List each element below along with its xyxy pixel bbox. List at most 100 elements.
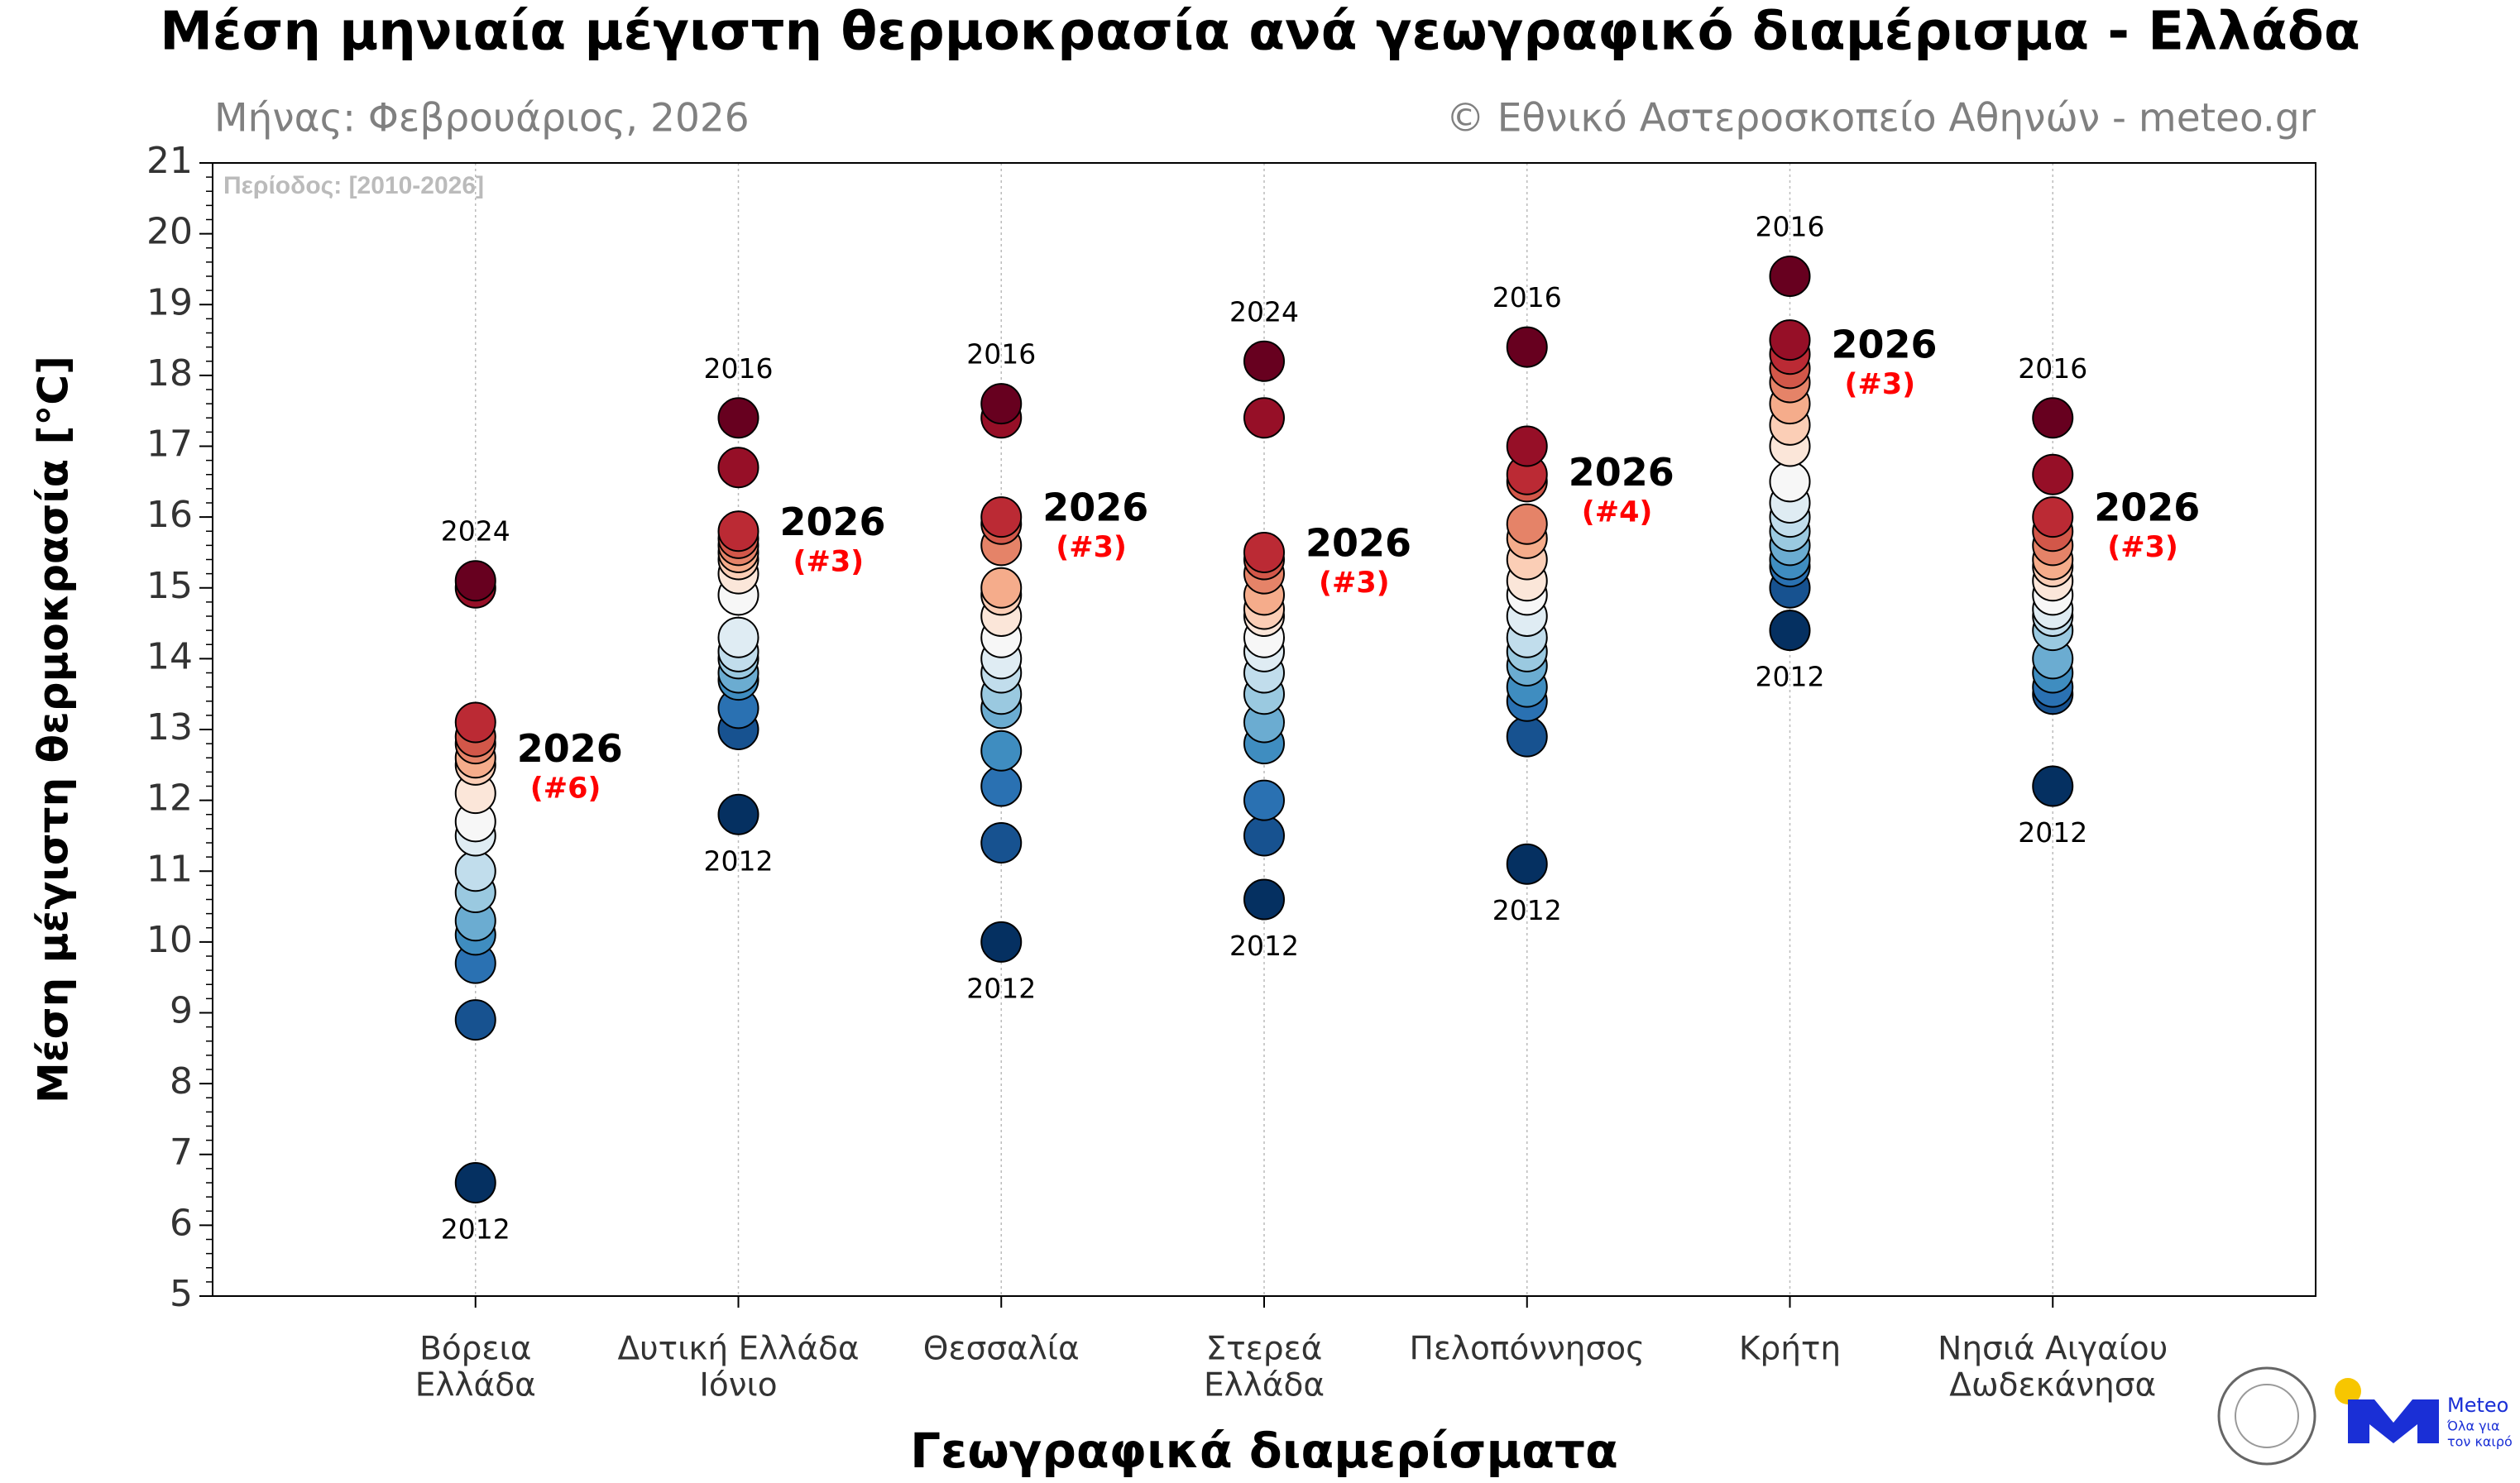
data-dot	[2032, 397, 2074, 439]
min-year-label: 2012	[1492, 894, 1562, 926]
y-tick-label: 19	[146, 281, 193, 323]
min-year-label: 2012	[1229, 930, 1299, 962]
x-tick-label: Βόρεια	[419, 1331, 531, 1368]
data-dot	[980, 496, 1023, 538]
max-year-label: 2016	[704, 352, 774, 385]
current-year-label: 2026	[1832, 323, 1938, 367]
data-dot	[1769, 610, 1811, 652]
y-tick-label: 6	[170, 1202, 193, 1244]
y-tick-label: 13	[146, 706, 193, 749]
current-rank-label: (#3)	[793, 545, 865, 578]
data-dot	[2032, 765, 2074, 807]
current-rank-label: (#3)	[2107, 531, 2178, 564]
y-tick-label: 17	[146, 423, 193, 466]
y-tick-label: 10	[146, 919, 193, 961]
seal-ring	[2217, 1366, 2316, 1466]
data-dot	[980, 921, 1023, 963]
data-dot	[1243, 815, 1285, 857]
min-year-label: 2012	[441, 1213, 510, 1246]
x-axis-title: Γεωγραφικά διαμερίσματα	[910, 1423, 1618, 1479]
x-tick-label: Ιόνιο	[699, 1367, 777, 1404]
data-dot	[2032, 496, 2074, 538]
x-tick-label: Ελλάδα	[1204, 1367, 1325, 1404]
subtitle: Μήνας: Φεβρουάριος, 2026	[214, 96, 750, 141]
data-dot	[1243, 878, 1285, 921]
y-tick-label: 18	[146, 352, 193, 395]
chart-title: Μέση μηνιαία μέγιστη θερμοκρασία ανά γεω…	[160, 2, 2360, 63]
credit: © Εθνικό Αστεροσκοπείο Αθηνών - meteo.gr	[1446, 96, 2316, 141]
y-tick-label: 15	[146, 565, 193, 607]
plot-frame	[212, 162, 2316, 1297]
data-dot	[1506, 843, 1548, 885]
data-dot	[717, 397, 759, 439]
data-dot	[1506, 503, 1548, 545]
data-dot	[980, 567, 1023, 609]
current-year-label: 2026	[2094, 486, 2200, 530]
current-year-label: 2026	[1306, 520, 1411, 565]
x-tick-label: Κρήτη	[1739, 1331, 1841, 1368]
min-year-label: 2012	[2018, 816, 2087, 849]
data-dot	[1769, 319, 1811, 361]
y-tick-label: 9	[170, 990, 193, 1032]
y-tick-label: 12	[146, 777, 193, 820]
current-year-label: 2026	[1569, 450, 1674, 495]
x-tick-label: Θεσσαλία	[923, 1331, 1080, 1368]
y-tick-label: 21	[146, 140, 193, 182]
data-dot	[717, 510, 759, 553]
min-year-label: 2012	[1756, 661, 1825, 693]
max-year-label: 2016	[1492, 281, 1562, 313]
max-year-label: 2016	[966, 338, 1036, 371]
logo-name: Meteo	[2447, 1394, 2508, 1417]
max-year-label: 2024	[1229, 295, 1299, 328]
y-tick-label: 16	[146, 494, 193, 536]
data-dot	[717, 616, 759, 658]
current-rank-label: (#4)	[1582, 495, 1653, 529]
data-dot	[980, 765, 1023, 807]
logo-tagline: τον καιρό	[2447, 1434, 2513, 1450]
max-year-label: 2024	[441, 515, 510, 548]
y-tick-label: 7	[170, 1131, 193, 1174]
obs-seal	[2217, 1366, 2316, 1466]
data-dot	[1243, 397, 1285, 439]
data-dot	[1769, 461, 1811, 503]
data-dot	[454, 850, 496, 892]
data-dot	[454, 701, 496, 744]
current-year-label: 2026	[1042, 486, 1148, 530]
data-dot	[1506, 425, 1548, 467]
current-rank-label: (#3)	[1056, 531, 1127, 564]
x-tick-label: Ελλάδα	[415, 1367, 536, 1404]
current-year-label: 2026	[780, 500, 886, 544]
period-label: Περίοδος: [2010-2026]	[223, 172, 484, 199]
logo-mark	[2348, 1399, 2439, 1443]
y-tick-label: 14	[146, 635, 193, 677]
x-tick-label: Νησιά Αιγαίου	[1938, 1331, 2168, 1368]
data-dot	[980, 383, 1023, 425]
current-rank-label: (#6)	[530, 772, 601, 805]
data-dot	[980, 730, 1023, 772]
data-dot	[1769, 256, 1811, 297]
data-dot	[1243, 779, 1285, 821]
max-year-label: 2016	[1756, 211, 1825, 243]
logo-sun	[2335, 1378, 2361, 1404]
data-dot	[2032, 453, 2074, 495]
data-dot	[1506, 715, 1548, 758]
data-dot	[717, 793, 759, 835]
x-tick-label: Πελοπόννησος	[1410, 1331, 1645, 1368]
data-dot	[1506, 326, 1548, 368]
data-dot	[454, 560, 496, 602]
data-dot	[980, 822, 1023, 863]
min-year-label: 2012	[704, 844, 774, 877]
logo-tagline: Όλα για	[2446, 1418, 2500, 1434]
x-tick-label: Στερεά	[1206, 1331, 1323, 1368]
data-dot	[1243, 531, 1285, 573]
x-tick-label: Δυτική Ελλάδα	[617, 1331, 859, 1368]
y-tick-label: 11	[146, 848, 193, 890]
y-tick-label: 20	[146, 211, 193, 253]
data-dot	[1243, 340, 1285, 382]
y-tick-label: 5	[170, 1273, 193, 1315]
min-year-label: 2012	[966, 972, 1036, 1004]
x-tick-label: Δωδεκάνησα	[1949, 1367, 2156, 1404]
y-axis-title: Μέση μέγιστη θερμοκρασία [°C]	[30, 356, 78, 1103]
